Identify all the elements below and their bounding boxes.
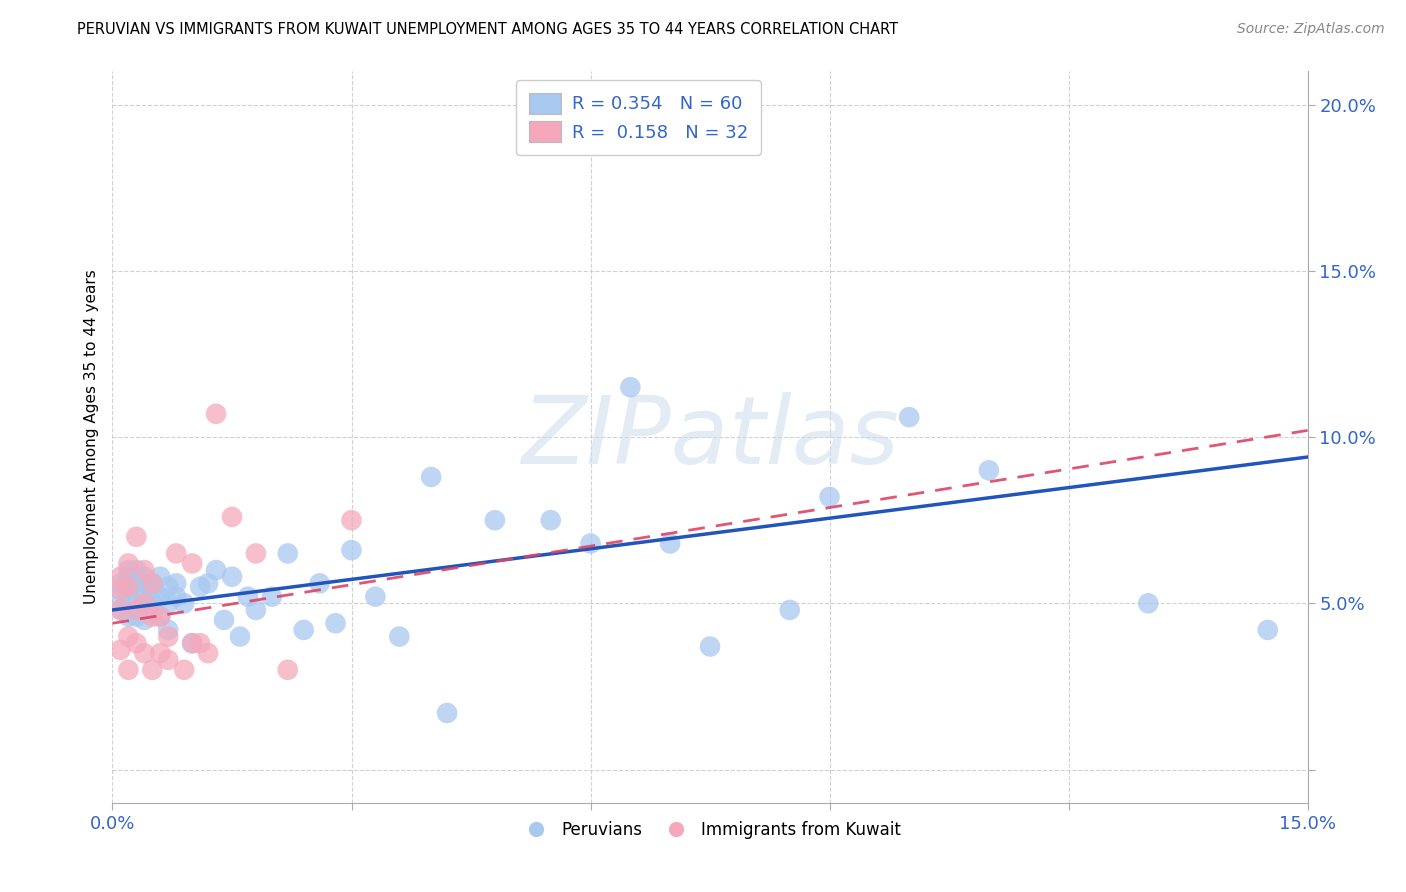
Point — [181, 636, 204, 650]
Text: ZIPatlas: ZIPatlas — [522, 392, 898, 483]
Point — [134, 590, 156, 604]
Point — [277, 546, 299, 560]
Point — [221, 570, 243, 584]
Point — [141, 576, 163, 591]
Point — [977, 463, 1000, 477]
Point — [236, 590, 259, 604]
Point — [205, 563, 228, 577]
Y-axis label: Unemployment Among Ages 35 to 44 years: Unemployment Among Ages 35 to 44 years — [83, 269, 98, 605]
Point — [134, 596, 156, 610]
Point — [579, 536, 602, 550]
Point — [149, 570, 172, 584]
Point — [117, 563, 139, 577]
Point — [699, 640, 721, 654]
Point — [125, 563, 148, 577]
Point — [818, 490, 841, 504]
Point — [125, 603, 148, 617]
Point — [779, 603, 801, 617]
Point — [141, 596, 163, 610]
Point — [134, 613, 156, 627]
Point — [117, 663, 139, 677]
Point — [125, 580, 148, 594]
Point — [110, 576, 132, 591]
Point — [165, 576, 187, 591]
Legend: Peruvians, Immigrants from Kuwait: Peruvians, Immigrants from Kuwait — [513, 814, 907, 846]
Point — [388, 630, 411, 644]
Point — [125, 609, 148, 624]
Text: Source: ZipAtlas.com: Source: ZipAtlas.com — [1237, 22, 1385, 37]
Point — [149, 646, 172, 660]
Point — [141, 576, 163, 591]
Point — [117, 630, 139, 644]
Point — [205, 407, 228, 421]
Point — [125, 636, 148, 650]
Point — [245, 603, 267, 617]
Point — [325, 616, 347, 631]
Point — [134, 646, 156, 660]
Point — [898, 410, 921, 425]
Point — [181, 636, 204, 650]
Point — [141, 609, 163, 624]
Point — [110, 590, 132, 604]
Point — [110, 603, 132, 617]
Point — [117, 580, 139, 594]
Point — [149, 609, 172, 624]
Point — [436, 706, 458, 720]
Point — [117, 557, 139, 571]
Point — [340, 543, 363, 558]
Point — [117, 609, 139, 624]
Point — [420, 470, 443, 484]
Point — [181, 557, 204, 571]
Point — [277, 663, 299, 677]
Point — [1137, 596, 1160, 610]
Point — [157, 596, 180, 610]
Point — [619, 380, 641, 394]
Point — [165, 546, 187, 560]
Point — [659, 536, 682, 550]
Point — [157, 580, 180, 594]
Point — [110, 643, 132, 657]
Point — [188, 580, 211, 594]
Point — [110, 570, 132, 584]
Point — [110, 582, 132, 597]
Point — [173, 663, 195, 677]
Point — [149, 609, 172, 624]
Point — [165, 590, 187, 604]
Point — [134, 563, 156, 577]
Point — [197, 576, 219, 591]
Point — [125, 596, 148, 610]
Point — [308, 576, 330, 591]
Point — [1257, 623, 1279, 637]
Point — [117, 580, 139, 594]
Point — [364, 590, 387, 604]
Point — [134, 570, 156, 584]
Point — [141, 663, 163, 677]
Point — [173, 596, 195, 610]
Point — [141, 603, 163, 617]
Point — [141, 582, 163, 597]
Point — [110, 603, 132, 617]
Text: PERUVIAN VS IMMIGRANTS FROM KUWAIT UNEMPLOYMENT AMONG AGES 35 TO 44 YEARS CORREL: PERUVIAN VS IMMIGRANTS FROM KUWAIT UNEMP… — [77, 22, 898, 37]
Point — [157, 630, 180, 644]
Point — [188, 636, 211, 650]
Point — [540, 513, 562, 527]
Point — [149, 590, 172, 604]
Point — [260, 590, 283, 604]
Point — [125, 530, 148, 544]
Point — [245, 546, 267, 560]
Point — [117, 570, 139, 584]
Point — [157, 653, 180, 667]
Point — [157, 623, 180, 637]
Point — [134, 576, 156, 591]
Point — [484, 513, 506, 527]
Point — [229, 630, 252, 644]
Point — [197, 646, 219, 660]
Point — [292, 623, 315, 637]
Point — [117, 590, 139, 604]
Point — [212, 613, 235, 627]
Point — [221, 509, 243, 524]
Point — [340, 513, 363, 527]
